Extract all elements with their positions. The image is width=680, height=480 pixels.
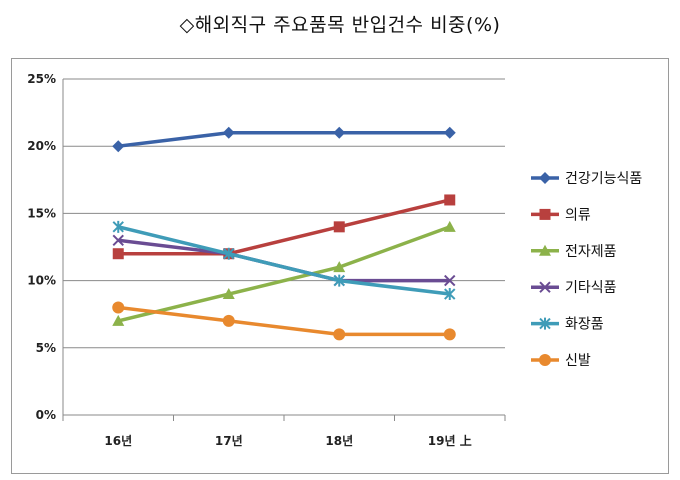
y-tick-label: 25% xyxy=(27,72,56,86)
data-point xyxy=(443,328,456,341)
data-point xyxy=(222,314,235,327)
legend-marker xyxy=(539,281,551,293)
data-point xyxy=(223,247,235,260)
legend-label: 의류 xyxy=(565,207,591,223)
y-tick-label: 15% xyxy=(27,206,56,220)
data-point xyxy=(222,126,235,139)
data-point xyxy=(112,248,124,260)
legend-marker xyxy=(539,317,551,330)
data-point xyxy=(112,234,124,246)
legend-marker xyxy=(539,172,551,184)
x-tick-label: 19년 上 xyxy=(428,433,472,448)
legend-label: 화장품 xyxy=(565,317,604,333)
y-tick-label: 10% xyxy=(27,274,56,288)
data-point xyxy=(112,314,125,326)
data-point xyxy=(112,220,124,233)
series-line xyxy=(118,305,450,337)
data-point xyxy=(333,328,346,341)
data-point xyxy=(443,126,456,139)
data-point xyxy=(333,221,345,233)
data-point xyxy=(444,274,456,287)
data-point xyxy=(444,288,456,301)
data-point xyxy=(222,288,235,300)
y-tick-label: 5% xyxy=(36,341,56,355)
legend-label: 신발 xyxy=(565,353,591,369)
data-point xyxy=(444,194,456,206)
legend-label: 전자제품 xyxy=(565,244,617,260)
series-line xyxy=(118,131,450,148)
data-point xyxy=(112,140,125,153)
legend-label: 건강기능식품 xyxy=(565,171,642,187)
y-tick-label: 20% xyxy=(27,139,56,153)
series-line xyxy=(117,225,450,296)
data-point xyxy=(443,220,456,232)
series-line xyxy=(118,198,451,256)
legend-label: 기타식품 xyxy=(565,280,617,296)
data-point xyxy=(333,126,346,139)
data-point xyxy=(333,261,346,273)
y-tick-label: 0% xyxy=(36,408,56,422)
legend-marker xyxy=(539,244,551,256)
data-point xyxy=(333,274,345,287)
x-tick-label: 16년 xyxy=(104,434,132,448)
legend-marker xyxy=(539,208,551,220)
x-tick-label: 18년 xyxy=(325,434,353,448)
legend-marker xyxy=(539,354,551,366)
x-tick-label: 17년 xyxy=(215,434,243,448)
data-point xyxy=(112,301,125,314)
chart-title: ◇해외직구 주요품목 반입건수 비중(%) xyxy=(179,14,501,36)
series-line xyxy=(117,225,451,323)
